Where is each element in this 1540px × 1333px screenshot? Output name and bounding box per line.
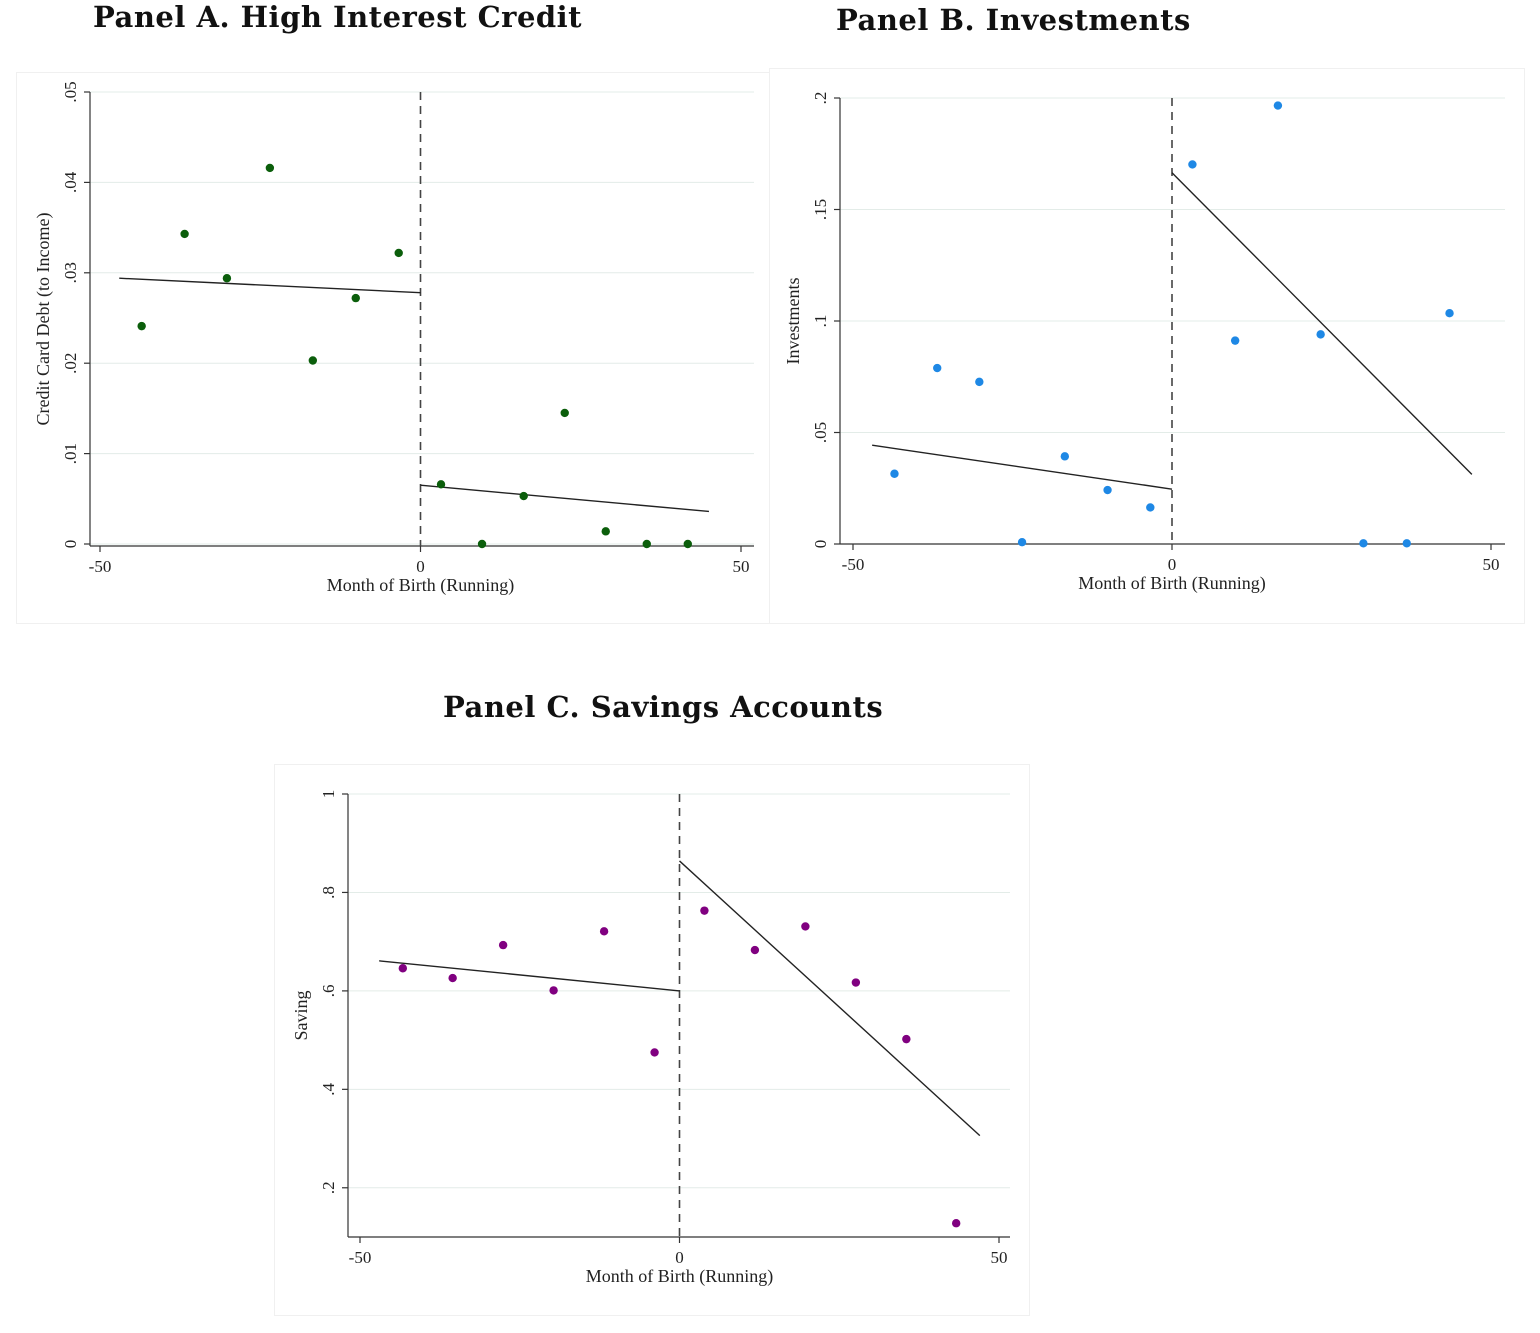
data-point [1273,101,1283,110]
data-point [549,986,558,995]
data-point [398,964,408,973]
panel-b-title: Panel B. Investments [836,3,1191,37]
data-point [933,363,942,373]
data-point [975,377,984,387]
data-point [1445,308,1454,318]
data-point [700,906,709,915]
data-point [1060,452,1070,461]
data-point [951,1219,961,1228]
y-tick-label: .04 [61,171,80,193]
data-point [222,274,232,283]
y-tick-label: .2 [319,1181,338,1194]
data-point [1103,485,1112,495]
x-tick-label: 50 [733,557,750,576]
data-point [851,978,861,987]
x-tick-label: -50 [349,1248,372,1267]
x-tick-label: 0 [675,1248,684,1267]
y-tick-label: .03 [61,262,80,283]
y-tick-label: .2 [811,92,830,105]
data-point [650,1048,659,1057]
data-point [477,539,487,549]
x-axis-title: Month of Birth (Running) [586,1266,774,1287]
fit-line [679,860,981,1137]
data-point [1359,539,1368,548]
x-tick-label: -50 [89,557,112,576]
fit-line [872,444,1173,490]
data-point [308,356,318,365]
chart-frame [16,72,774,624]
y-tick-label: .01 [61,443,80,464]
data-point [351,293,360,303]
data-point [519,491,528,501]
chart-frame [769,68,1525,624]
fit-line [420,484,710,513]
y-axis-title: Credit Card Debt (to Income) [33,213,54,426]
data-point [1146,503,1155,512]
fit-line [1171,172,1473,475]
fit-line [379,960,680,992]
fit-line [119,277,421,294]
y-tick-label: 0 [61,540,80,549]
data-point [601,527,610,536]
data-point [137,321,146,331]
x-tick-label: 50 [1483,555,1500,574]
panel-a-chart: 0 .01 .02 .03 .04 .05 -50 0 50 Month of Birth (Ru… [16,72,774,624]
data-point [902,1034,911,1044]
panel-c-title: Panel C. Savings Accounts [443,690,884,724]
y-tick-label: .8 [319,886,338,899]
y-tick-label: .02 [61,353,80,374]
chart-frame [274,764,1030,1316]
data-point [265,163,275,173]
y-tick-label: 0 [811,540,830,549]
x-tick-label: 0 [1168,555,1177,574]
panel-a-title: Panel A. High Interest Credit [93,0,583,34]
y-tick-label: .15 [811,199,830,220]
x-axis-title: Month of Birth (Running) [1078,573,1266,594]
panel-b-chart: 0 .05 .1 .15 .2 -50 0 50 Month of Birth (Running… [769,68,1525,624]
data-point [1316,330,1325,339]
y-tick-label: 1 [319,790,338,799]
data-point [448,973,457,983]
data-point [750,945,760,955]
data-point [683,539,692,549]
data-point [890,469,899,478]
x-tick-label: 50 [991,1248,1008,1267]
y-tick-label: .6 [319,985,338,998]
y-tick-label: .05 [61,81,80,102]
y-tick-label: .4 [319,1082,338,1095]
x-tick-label: 0 [416,557,425,576]
data-point [1017,538,1027,547]
data-point [642,539,651,549]
data-point [801,922,810,931]
data-point [560,408,569,418]
data-point [1402,539,1411,548]
x-tick-label: -50 [842,555,865,574]
panel-c-chart: .2 .4 .6 .8 1 -50 0 50 Month of Birth (Running) S… [274,764,1030,1316]
data-point [180,229,189,239]
data-point [1188,160,1197,169]
data-point [498,940,508,950]
data-point [394,248,403,258]
y-axis-title: Saving [291,990,311,1040]
y-tick-label: .1 [811,315,830,328]
x-axis-title: Month of Birth (Running) [327,575,515,596]
data-point [436,480,446,489]
data-point [1230,336,1240,345]
data-point [599,927,609,936]
y-axis-title: Investments [783,278,803,365]
y-tick-label: .05 [811,422,830,443]
